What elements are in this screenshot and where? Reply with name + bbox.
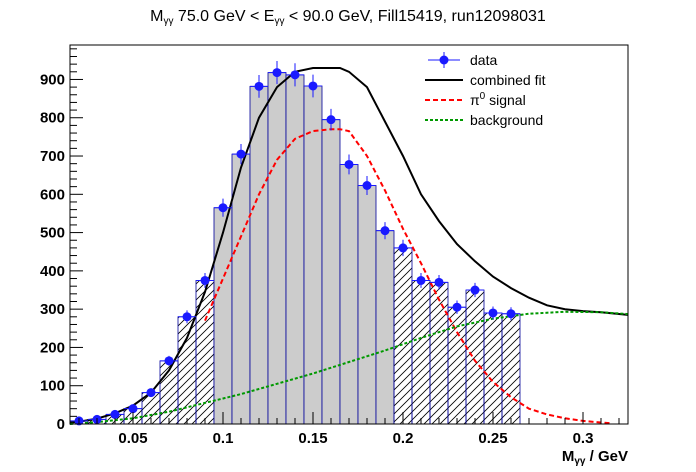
data-point: [236, 149, 246, 159]
y-tick-label: 600: [40, 186, 65, 203]
x-tick-label: 0.15: [298, 430, 327, 447]
data-point: [218, 203, 228, 213]
combined-fit-curve: [69, 67, 629, 424]
legend-label: π0 signal: [470, 91, 526, 108]
histogram-bar: [375, 230, 395, 425]
x-tick-label: 0.3: [573, 430, 594, 447]
data-point: [164, 356, 174, 366]
x-tick-label: 0.2: [393, 430, 414, 447]
curve-layer: [69, 67, 629, 425]
histogram-bar: [429, 281, 449, 425]
data-point: [254, 81, 264, 91]
data-point: [182, 312, 192, 322]
histogram-bar: [231, 153, 251, 425]
data-point: [146, 388, 156, 398]
histogram-bar: [501, 313, 521, 425]
histogram-bar: [321, 119, 341, 425]
histogram-layer: [69, 72, 521, 425]
y-tick-label: 0: [57, 416, 65, 433]
x-tick-label: 0.05: [118, 430, 147, 447]
data-point: [110, 409, 120, 419]
data-point: [434, 277, 444, 287]
histogram-bar: [483, 312, 503, 425]
data-point: [380, 226, 390, 236]
legend-label: background: [470, 112, 543, 128]
histogram-bar: [339, 164, 359, 425]
histogram-bar: [411, 280, 431, 425]
legend: data combined fit π0 signal background: [425, 52, 546, 128]
x-tick-label: 0.1: [213, 430, 234, 447]
data-point: [416, 275, 426, 285]
x-axis-label: Mγγ / GeV: [561, 448, 628, 467]
data-point: [128, 404, 138, 414]
y-tick-label: 400: [40, 263, 65, 280]
histogram-bar: [465, 289, 485, 425]
histogram-bar: [213, 207, 233, 425]
y-tick-label: 200: [40, 339, 65, 356]
y-tick-label: 100: [40, 378, 65, 395]
data-point: [200, 275, 210, 285]
background-curve: [69, 310, 629, 425]
legend-label: combined fit: [470, 72, 546, 88]
histogram-bar: [303, 85, 323, 425]
y-tick-label: 700: [40, 148, 65, 165]
chart-title: Mγγ 75.0 GeV < Eγγ < 90.0 GeV, Fill15419…: [150, 8, 546, 27]
legend-marker-data: [439, 55, 449, 65]
data-point: [326, 115, 336, 125]
data-point: [272, 68, 282, 78]
histogram-bar: [285, 74, 305, 425]
data-point: [506, 309, 516, 319]
data-point: [470, 285, 480, 295]
axes-layer: 0 100 200 300 400 500 600 700 800 900 0.05 0.1 0.15 0…: [40, 44, 629, 447]
histogram-bar: [357, 185, 377, 425]
histogram-bar: [393, 247, 413, 425]
data-point: [290, 70, 300, 80]
signal-curve: [204, 128, 611, 425]
data-point: [308, 81, 318, 91]
y-tick-label: 900: [40, 71, 65, 88]
y-tick-label: 500: [40, 225, 65, 242]
x-tick-label: 0.25: [478, 430, 507, 447]
data-point: [344, 159, 354, 169]
data-point: [488, 308, 498, 318]
data-points-layer: [70, 60, 520, 426]
data-point: [398, 243, 408, 253]
legend-label: data: [470, 52, 497, 68]
y-tick-label: 800: [40, 110, 65, 127]
data-point: [452, 302, 462, 312]
data-point: [362, 180, 372, 190]
histogram-bar: [267, 72, 287, 425]
y-tick-label: 300: [40, 301, 65, 318]
